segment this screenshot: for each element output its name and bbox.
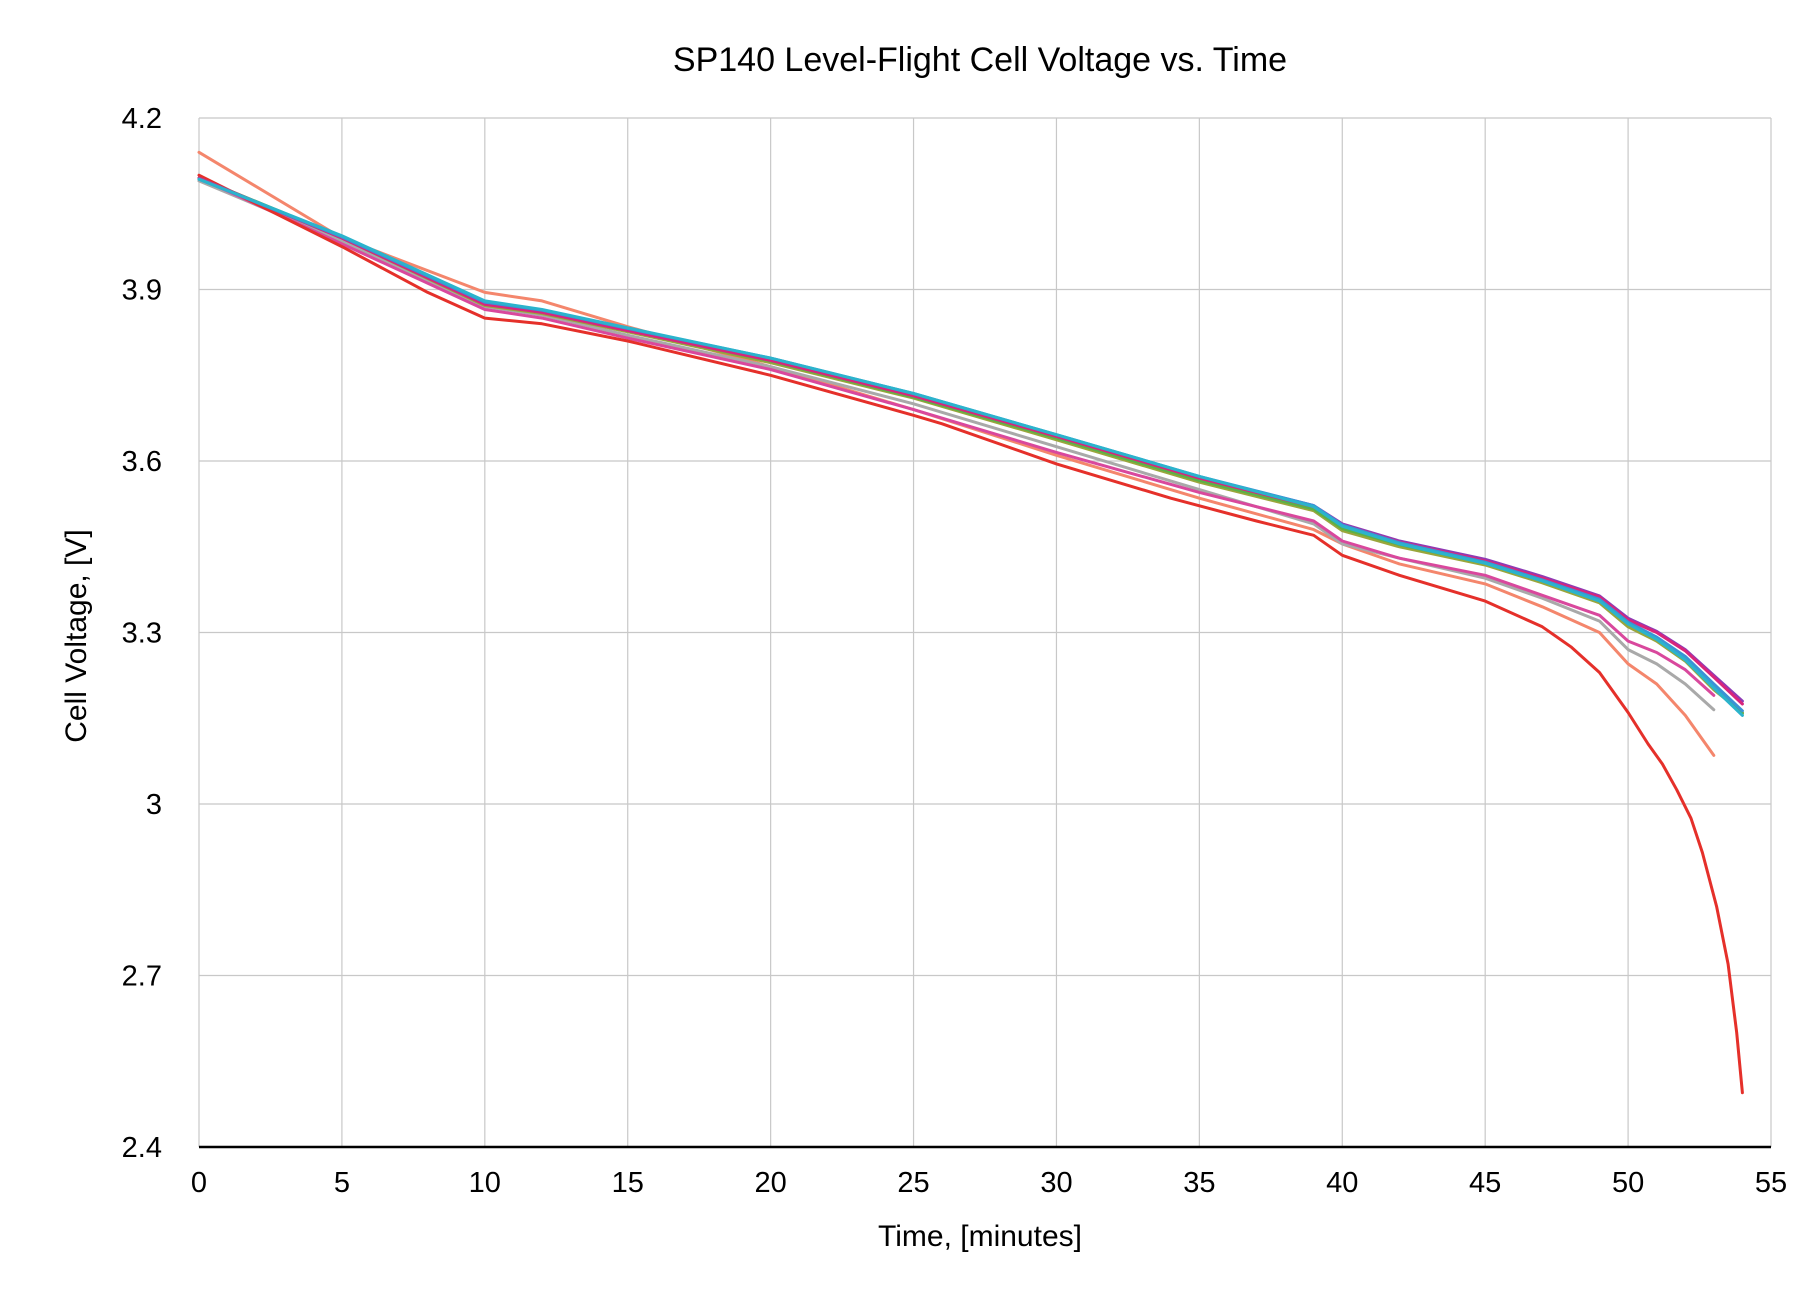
series-line-1 bbox=[197, 150, 1716, 757]
series-line-10 bbox=[197, 177, 1744, 717]
y-tick-label: 2.7 bbox=[122, 961, 162, 993]
x-tick-label: 25 bbox=[897, 1167, 929, 1199]
series-line-4 bbox=[197, 173, 1744, 1095]
series-layer bbox=[197, 150, 1744, 1095]
x-tick-label: 20 bbox=[755, 1167, 787, 1199]
x-tick-label: 45 bbox=[1469, 1167, 1501, 1199]
y-tick-label: 2.4 bbox=[122, 1132, 162, 1164]
y-tick-label: 3 bbox=[146, 789, 162, 821]
y-tick-label: 3.6 bbox=[122, 446, 162, 478]
x-tick-label: 40 bbox=[1326, 1167, 1358, 1199]
y-tick-label: 4.2 bbox=[122, 103, 162, 135]
x-tick-label: 30 bbox=[1040, 1167, 1072, 1199]
x-tick-label: 0 bbox=[191, 1167, 207, 1199]
tick-labels: 2.4 2.7 3 3.3 3.6 3.9 4.2 0 5 10 15 20 25 30 35 40 45 50 5… bbox=[122, 103, 1787, 1199]
series-line-8 bbox=[197, 176, 1744, 706]
y-axis-label: Cell Voltage, [V] bbox=[60, 529, 93, 742]
x-axis-label: Time, [minutes] bbox=[878, 1220, 1082, 1253]
grid-layer bbox=[198, 117, 1772, 1147]
series-line-9 bbox=[197, 177, 1744, 713]
series-line-6 bbox=[197, 176, 1744, 716]
x-tick-label: 50 bbox=[1612, 1167, 1644, 1199]
series-line-3 bbox=[197, 176, 1716, 697]
series-line-2 bbox=[197, 179, 1716, 712]
x-tick-label: 35 bbox=[1183, 1167, 1215, 1199]
x-tick-label: 55 bbox=[1755, 1167, 1787, 1199]
y-tick-label: 3.3 bbox=[122, 618, 162, 650]
y-tick-label: 3.9 bbox=[122, 275, 162, 307]
x-tick-label: 10 bbox=[469, 1167, 501, 1199]
x-tick-label: 15 bbox=[612, 1167, 644, 1199]
chart-title: SP140 Level-Flight Cell Voltage vs. Time bbox=[673, 41, 1287, 79]
series-line-7 bbox=[197, 176, 1744, 703]
x-tick-label: 5 bbox=[334, 1167, 350, 1199]
